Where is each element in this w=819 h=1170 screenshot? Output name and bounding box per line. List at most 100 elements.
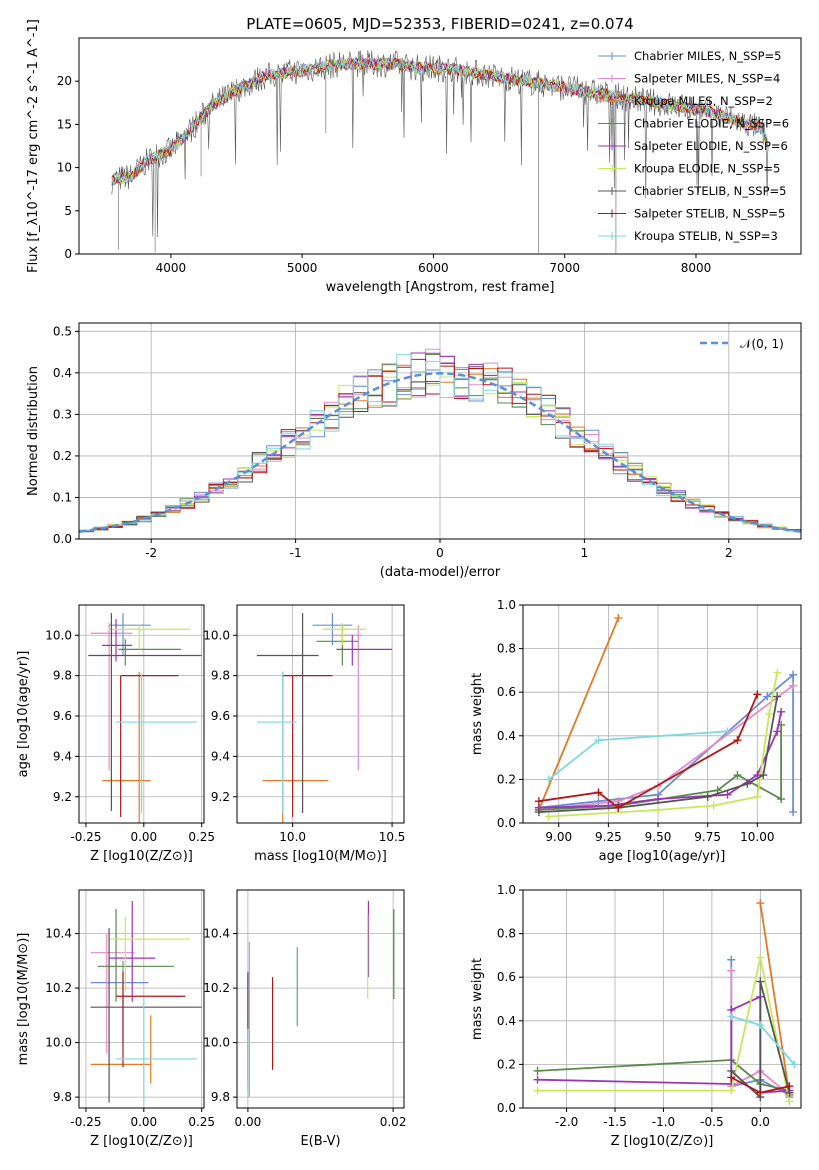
weight-marker [759,771,768,780]
y-tick-label: 9.8 [53,1090,72,1104]
x-axis-label: E(B-V) [300,1134,340,1149]
weight-marker [756,977,765,986]
errorbar-point-7 [88,613,202,811]
axes-frame [236,889,405,1109]
axes-frame [78,889,205,1109]
plot-area [88,613,202,823]
y-tick-label: 9.2 [211,790,230,804]
y-tick-label: 9.4 [211,749,230,763]
x-tick-label: 0.00 [130,1115,157,1129]
spectrum-line-9 [111,56,769,187]
x-tick-label: 0.25 [188,830,215,844]
weight-marker [534,797,543,806]
errorbar-point-4 [118,639,181,666]
weight-marker [709,801,718,810]
weight-series-6 [537,957,791,1102]
weight-marker [773,668,782,677]
x-tick-label: 2 [725,546,733,560]
y-tick-label: 9.8 [211,1090,230,1104]
errorbar-point-2 [332,625,363,771]
weight-series-7 [538,696,779,813]
axes-frame [522,889,802,1109]
weight-marker [785,1097,794,1106]
y-tick-label: 10.0 [203,628,230,642]
weight-marker [614,614,623,623]
y-tick-label: 0.0 [497,1101,516,1115]
x-tick-label: -0.25 [70,1115,101,1129]
errorbar-point-5 [336,635,393,666]
x-tick-label: 8000 [681,261,712,275]
y-tick-label: 20 [57,74,72,88]
y-tick-label: 9.4 [53,749,72,763]
x-tick-label: 0.00 [130,830,157,844]
x-tick-label: 4000 [156,261,187,275]
weight-marker [544,812,553,821]
y-axis-label: mass weight [470,958,485,1040]
weight-marker [763,692,772,701]
weight-marker [789,681,798,690]
y-tick-label: 0.2 [53,449,72,463]
legend-entry: Kroupa STELIB, N_SSP=3 [634,229,778,243]
weight-series-9 [731,1015,795,1065]
y-tick-label: 0.4 [53,366,72,380]
errorbar-point-6 [322,623,367,646]
legend-entry: Chabrier STELIB, N_SSP=5 [634,184,786,198]
legend-entry: Salpeter STELIB, N_SSP=5 [634,207,785,221]
weight-marker [723,727,732,736]
panel-residual-histogram: -2 -1 0 1 2 0.0 0.1 0.2 0.3 0.4 0.5 (data-model)/er… [26,322,802,580]
panel-spectrum: 4000 5000 6000 7000 8000 0 5 10 15 20 wavelength [… [26,19,802,295]
y-tick-label: 10.0 [45,1036,72,1050]
y-tick-label: 0.8 [497,927,516,941]
errorbar-point-4 [97,909,174,1002]
axes-frame [522,604,802,824]
weight-marker [773,692,782,701]
spectrum-line-7 [111,50,769,238]
y-tick-label: 9.8 [53,669,72,683]
y-axis-label: Normed distribution [26,366,41,496]
plot-area [90,900,202,1103]
weight-marker [533,1075,542,1084]
weight-marker [727,966,736,975]
weight-marker [727,1086,736,1095]
errorbar-point-1 [90,960,149,1043]
weight-marker [703,792,712,801]
weight-marker [594,736,603,745]
x-tick-label: 10.0 [279,830,306,844]
plot-area [111,50,769,254]
plot-area [79,348,801,534]
x-axis-label: wavelength [Angstrom, rest frame] [326,280,555,295]
plot-area [534,614,798,821]
axes-frame [78,37,802,255]
x-tick-label: -0.25 [70,830,101,844]
histogram-series-9 [79,354,801,534]
weight-series-3 [538,617,620,811]
panel-mass-vs-EBV: 0.00 0.02 9.8 10.0 10.2 10.4 E(B-V) [203,889,406,1149]
y-tick-label: 0.3 [53,407,72,421]
x-axis-label: mass [log10(M/M⊙)] [254,849,387,864]
x-axis-label: Z [log10(Z/Z⊙)] [611,1134,714,1149]
y-tick-label: 9.6 [211,709,230,723]
y-tick-label: 9.8 [211,669,230,683]
weight-series-1 [538,672,794,813]
x-axis-label: age [log10(age/yr)] [599,849,726,864]
y-tick-label: 0.5 [53,324,72,338]
weight-series-4 [538,724,782,811]
panel-age-vs-mass: 10.0 10.5 9.2 9.4 9.6 9.8 10.0 mass [log10(M/M⊙… [203,604,405,864]
x-tick-label: 9.00 [545,830,572,844]
weight-marker [790,1060,799,1069]
x-tick-label: 9.75 [694,830,721,844]
x-tick-label: -2 [145,546,157,560]
x-tick-label: 6000 [418,261,449,275]
weight-marker [544,775,553,784]
weight-marker [533,1066,542,1075]
weight-marker [753,792,762,801]
errorbar-point-8 [282,675,333,817]
weight-series-2 [538,684,794,811]
weight-marker [654,805,663,814]
weight-marker [534,808,543,817]
weight-marker [533,1086,542,1095]
errorbar-point-3 [262,671,329,823]
y-tick-label: 10 [57,161,72,175]
errorbar-point-8 [120,675,179,817]
